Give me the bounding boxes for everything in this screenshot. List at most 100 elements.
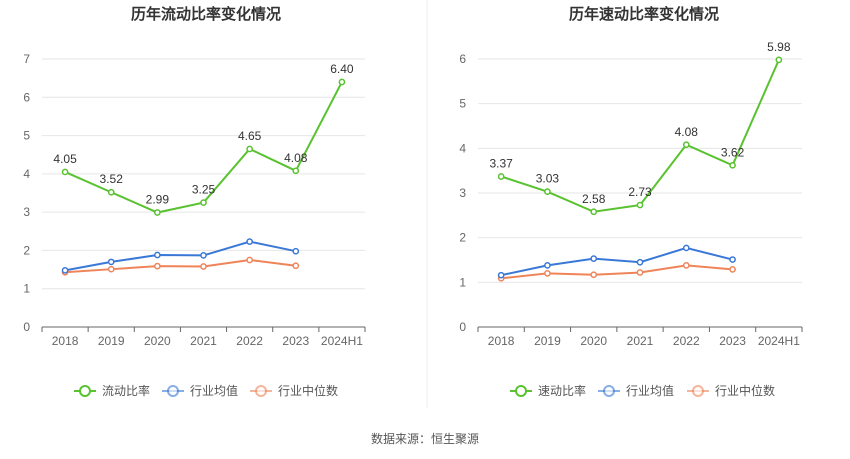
data-label: 4.08 <box>675 125 699 139</box>
data-point-main <box>497 173 505 180</box>
legend-marker-icon <box>692 385 704 397</box>
data-point-median <box>544 270 551 277</box>
legend-label: 行业均值 <box>190 383 238 398</box>
x-tick-label: 2018 <box>488 334 515 348</box>
legend-marker-icon <box>515 385 527 397</box>
chart-title: 历年速动比率变化情况 <box>569 5 719 23</box>
y-tick-label: 4 <box>459 141 466 155</box>
data-point-main <box>61 168 69 176</box>
data-point-avg <box>292 247 300 255</box>
series-line-median <box>65 258 296 274</box>
y-tick-label: 5 <box>23 129 30 143</box>
data-point-avg <box>200 252 207 259</box>
x-tick-label: 2023 <box>282 334 309 348</box>
y-tick-label: 6 <box>23 90 30 104</box>
data-label: 4.08 <box>284 151 308 165</box>
quick-ratio-chart: 历年速动比率变化情况 0 1 2 3 4 5 6 2018 2019 2020 2021 2022 202… <box>459 5 803 398</box>
data-label: 4.05 <box>53 152 77 166</box>
legend-label: 行业中位数 <box>715 383 775 398</box>
data-point-main <box>107 188 115 196</box>
legend-item-main[interactable]: 流动比率 <box>74 383 150 398</box>
data-label: 4.65 <box>238 129 262 143</box>
data-point-main <box>590 208 598 216</box>
series-line-median <box>501 264 733 280</box>
data-label: 6.40 <box>330 62 354 76</box>
y-tick-label: 7 <box>23 52 30 66</box>
data-point-avg <box>682 244 690 252</box>
chart-title: 历年流动比率变化情况 <box>131 5 281 23</box>
data-label: 3.62 <box>721 145 745 159</box>
legend-label: 流动比率 <box>102 383 150 398</box>
x-tick-label: 2024H1 <box>321 334 363 348</box>
x-tick-label: 2019 <box>534 334 561 348</box>
y-tick-label: 0 <box>459 320 466 334</box>
legend-marker-icon <box>79 385 91 397</box>
data-label: 3.25 <box>192 183 216 197</box>
legend-item-avg[interactable]: 行业均值 <box>598 383 674 398</box>
data-point-median <box>200 263 207 270</box>
data-point-avg <box>61 266 69 274</box>
current-ratio-chart: 历年流动比率变化情况 0 1 2 3 4 5 6 7 2018 2019 2020 2021 2022 20… <box>23 5 366 398</box>
x-tick-label: 2018 <box>52 334 79 348</box>
data-point-avg <box>729 256 736 263</box>
y-tick-label: 0 <box>23 320 30 334</box>
legend-marker-icon <box>603 385 615 397</box>
data-label: 3.52 <box>100 172 124 186</box>
data-point-main <box>246 145 253 153</box>
data-point-main <box>154 209 161 216</box>
y-tick-label: 1 <box>23 282 30 296</box>
y-tick-label: 6 <box>459 52 466 66</box>
data-point-median <box>636 269 644 276</box>
x-tick-label: 2021 <box>627 334 654 348</box>
data-point-median <box>246 256 253 264</box>
y-tick-label: 1 <box>459 275 466 289</box>
legend-item-avg[interactable]: 行业均值 <box>162 383 238 398</box>
data-point-main <box>292 167 300 175</box>
x-tick-label: 2023 <box>719 334 746 348</box>
data-point-avg <box>154 251 161 259</box>
data-point-main <box>200 199 207 206</box>
data-label: 2.99 <box>146 193 170 207</box>
data-label: 5.98 <box>767 40 791 54</box>
data-source-note: 数据来源：恒生聚源 <box>371 431 479 446</box>
data-point-median <box>682 262 690 269</box>
x-tick-label: 2020 <box>580 334 607 348</box>
data-point-main <box>636 201 644 209</box>
data-label: 2.58 <box>582 192 606 206</box>
y-tick-label: 5 <box>459 97 466 111</box>
legend-marker-icon <box>255 385 267 397</box>
x-tick-label: 2021 <box>190 334 217 348</box>
y-tick-label: 2 <box>459 231 466 245</box>
data-point-avg <box>497 271 505 279</box>
legend-item-median[interactable]: 行业中位数 <box>687 383 775 398</box>
x-tick-label: 2020 <box>144 334 171 348</box>
series-line-avg <box>64 240 296 272</box>
data-point-avg <box>246 238 253 245</box>
y-tick-label: 2 <box>23 243 30 257</box>
legend-label: 行业中位数 <box>278 383 338 398</box>
legend-label: 行业均值 <box>626 383 674 398</box>
x-tick-label: 2022 <box>236 334 263 348</box>
data-point-main <box>338 78 346 86</box>
data-point-avg <box>107 258 115 266</box>
legend-item-median[interactable]: 行业中位数 <box>250 383 338 398</box>
data-point-main <box>729 161 736 169</box>
data-label: 2.73 <box>628 185 652 199</box>
series-line-avg <box>500 246 733 277</box>
x-tick-label: 2022 <box>673 334 700 348</box>
y-tick-label: 3 <box>459 186 466 200</box>
data-point-main <box>544 188 551 196</box>
data-point-median <box>292 262 300 270</box>
legend-marker-icon <box>167 385 179 397</box>
data-point-median <box>590 271 598 279</box>
data-label: 3.37 <box>489 156 513 170</box>
y-tick-label: 3 <box>23 205 30 219</box>
legend-item-main[interactable]: 速动比率 <box>510 383 586 398</box>
y-tick-label: 4 <box>23 167 30 181</box>
data-point-avg <box>636 258 644 266</box>
data-label: 3.03 <box>536 172 560 186</box>
data-point-avg <box>590 255 598 263</box>
x-tick-label: 2019 <box>98 334 125 348</box>
data-point-median <box>729 266 736 273</box>
